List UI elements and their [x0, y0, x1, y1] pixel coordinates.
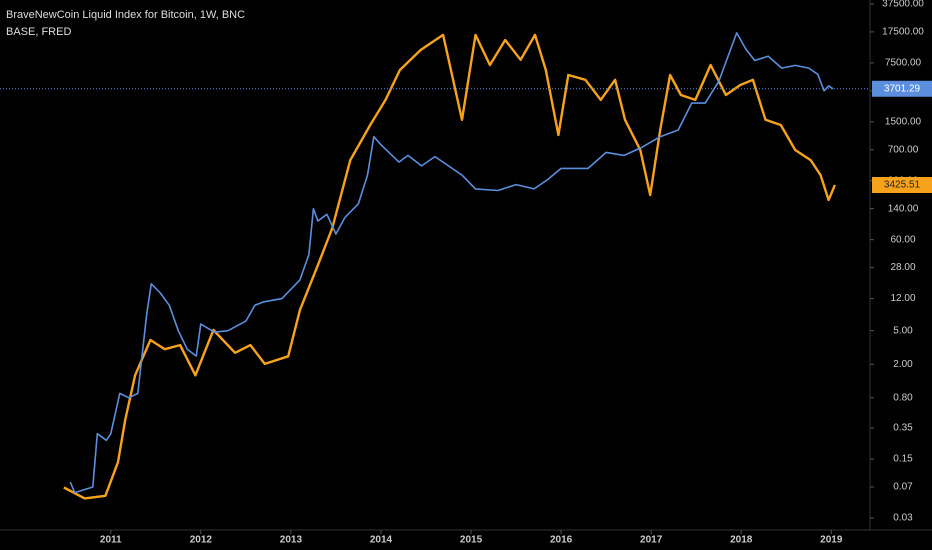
last-value-box	[872, 80, 932, 97]
y-tick-label: 1500.00	[885, 116, 922, 127]
y-tick-label: 5.00	[893, 325, 913, 336]
x-tick-label: 2016	[550, 535, 573, 546]
legend-series-1: BASE, FRED	[6, 26, 71, 38]
x-tick-label: 2015	[460, 535, 483, 546]
x-tick-label: 2014	[370, 535, 393, 546]
series-line	[63, 33, 837, 500]
x-tick-label: 2011	[100, 535, 122, 546]
y-tick-label: 12.00	[890, 293, 915, 304]
x-tick-label: 2013	[280, 535, 303, 546]
y-tick-label: 0.80	[893, 392, 913, 403]
y-tick-label: 60.00	[890, 234, 915, 245]
last-value-label: 3425.51	[884, 180, 921, 191]
y-tick-label: 2.00	[893, 359, 913, 370]
y-tick-label: 28.00	[890, 262, 915, 273]
last-value-label: 3701.29	[884, 83, 921, 94]
y-tick-label: 0.03	[893, 513, 913, 524]
y-tick-label: 0.35	[893, 423, 913, 434]
series-line	[69, 32, 834, 494]
y-tick-label: 0.07	[893, 482, 913, 493]
last-value-box	[872, 177, 932, 194]
x-tick-label: 2012	[190, 535, 213, 546]
x-tick-label: 2017	[640, 535, 663, 546]
x-tick-label: 2019	[820, 535, 843, 546]
y-tick-label: 37500.00	[882, 0, 924, 10]
y-tick-label: 17500.00	[882, 27, 924, 38]
y-tick-label: 7500.00	[885, 58, 922, 69]
x-tick-label: 2018	[730, 535, 753, 546]
legend-series-0: BraveNewCoin Liquid Index for Bitcoin, 1…	[6, 9, 245, 21]
y-tick-label: 700.00	[888, 144, 919, 155]
y-tick-label: 0.15	[893, 454, 913, 465]
y-tick-label: 140.00	[888, 203, 919, 214]
